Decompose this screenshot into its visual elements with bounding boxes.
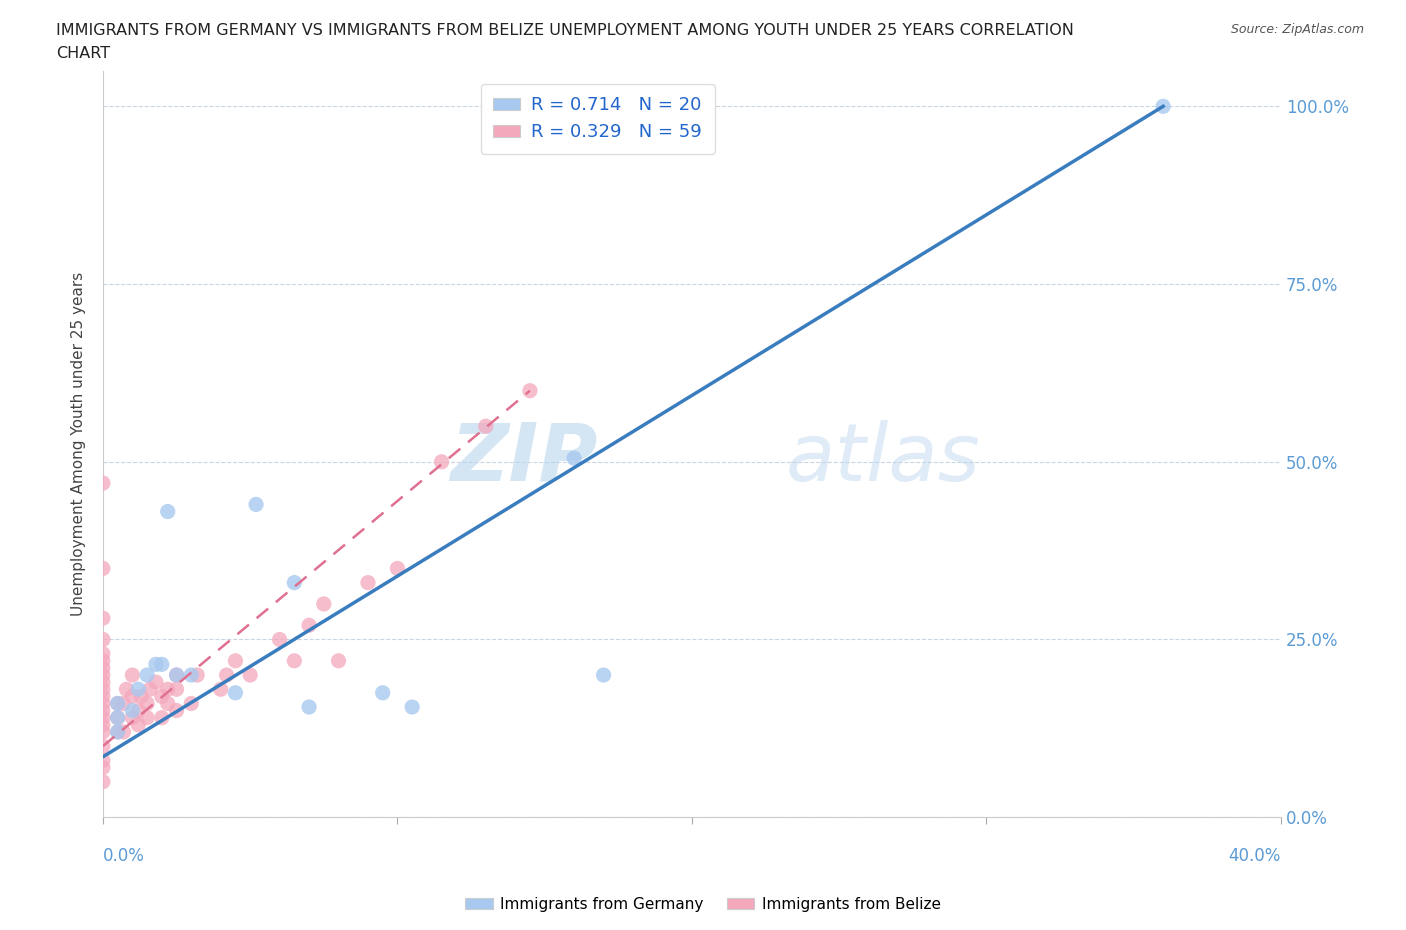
Legend: Immigrants from Germany, Immigrants from Belize: Immigrants from Germany, Immigrants from… — [460, 891, 946, 918]
Point — [91, 724, 114, 739]
Point — [145, 674, 167, 689]
Point — [150, 711, 173, 725]
Point — [166, 668, 188, 683]
Point — [215, 668, 238, 683]
Point — [121, 703, 143, 718]
Point — [121, 711, 143, 725]
Point — [283, 575, 305, 590]
Point — [107, 711, 129, 725]
Point — [562, 451, 585, 466]
Text: 0.0%: 0.0% — [103, 847, 145, 865]
Point — [107, 711, 129, 725]
Text: CHART: CHART — [56, 46, 110, 61]
Point — [91, 717, 114, 732]
Point — [91, 632, 114, 647]
Point — [430, 455, 453, 470]
Point — [328, 654, 350, 669]
Point — [166, 703, 188, 718]
Point — [127, 717, 149, 732]
Point — [209, 682, 232, 697]
Point — [180, 696, 202, 711]
Point — [107, 696, 129, 711]
Text: IMMIGRANTS FROM GERMANY VS IMMIGRANTS FROM BELIZE UNEMPLOYMENT AMONG YOUTH UNDER: IMMIGRANTS FROM GERMANY VS IMMIGRANTS FR… — [56, 23, 1074, 38]
Point — [298, 699, 321, 714]
Point — [283, 654, 305, 669]
Point — [91, 696, 114, 711]
Point — [127, 703, 149, 718]
Point — [91, 475, 114, 490]
Point — [150, 657, 173, 671]
Text: Source: ZipAtlas.com: Source: ZipAtlas.com — [1230, 23, 1364, 36]
Point — [357, 575, 380, 590]
Point — [401, 699, 423, 714]
Point — [150, 689, 173, 704]
Point — [91, 654, 114, 669]
Text: atlas: atlas — [786, 420, 981, 498]
Point — [121, 689, 143, 704]
Point — [91, 774, 114, 789]
Point — [312, 596, 335, 611]
Point — [91, 753, 114, 768]
Point — [112, 696, 135, 711]
Point — [475, 418, 498, 433]
Point — [166, 682, 188, 697]
Point — [91, 689, 114, 704]
Point — [91, 660, 114, 675]
Point — [121, 668, 143, 683]
Point — [269, 632, 291, 647]
Point — [112, 724, 135, 739]
Point — [91, 674, 114, 689]
Point — [371, 685, 394, 700]
Point — [115, 682, 138, 697]
Point — [166, 668, 188, 683]
Point — [91, 561, 114, 576]
Point — [298, 618, 321, 632]
Point — [139, 682, 162, 697]
Point — [136, 668, 159, 683]
Point — [107, 724, 129, 739]
Legend: R = 0.714   N = 20, R = 0.329   N = 59: R = 0.714 N = 20, R = 0.329 N = 59 — [481, 84, 714, 153]
Point — [91, 703, 114, 718]
Text: 40.0%: 40.0% — [1229, 847, 1281, 865]
Point — [224, 685, 246, 700]
Point — [180, 668, 202, 683]
Point — [136, 711, 159, 725]
Point — [129, 689, 152, 704]
Point — [107, 724, 129, 739]
Point — [224, 654, 246, 669]
Text: ZIP: ZIP — [450, 420, 598, 498]
Point — [245, 497, 267, 512]
Point — [156, 696, 179, 711]
Point — [186, 668, 208, 683]
Point — [91, 738, 114, 753]
Point — [91, 611, 114, 626]
Point — [91, 646, 114, 661]
Point — [91, 668, 114, 683]
Point — [107, 696, 129, 711]
Y-axis label: Unemployment Among Youth under 25 years: Unemployment Among Youth under 25 years — [72, 272, 86, 617]
Point — [91, 711, 114, 725]
Point — [519, 383, 541, 398]
Point — [387, 561, 409, 576]
Point — [136, 696, 159, 711]
Point — [1152, 99, 1174, 113]
Point — [592, 668, 614, 683]
Point — [156, 504, 179, 519]
Point — [127, 682, 149, 697]
Point — [145, 657, 167, 671]
Point — [156, 682, 179, 697]
Point — [91, 760, 114, 775]
Point — [239, 668, 262, 683]
Point — [91, 682, 114, 697]
